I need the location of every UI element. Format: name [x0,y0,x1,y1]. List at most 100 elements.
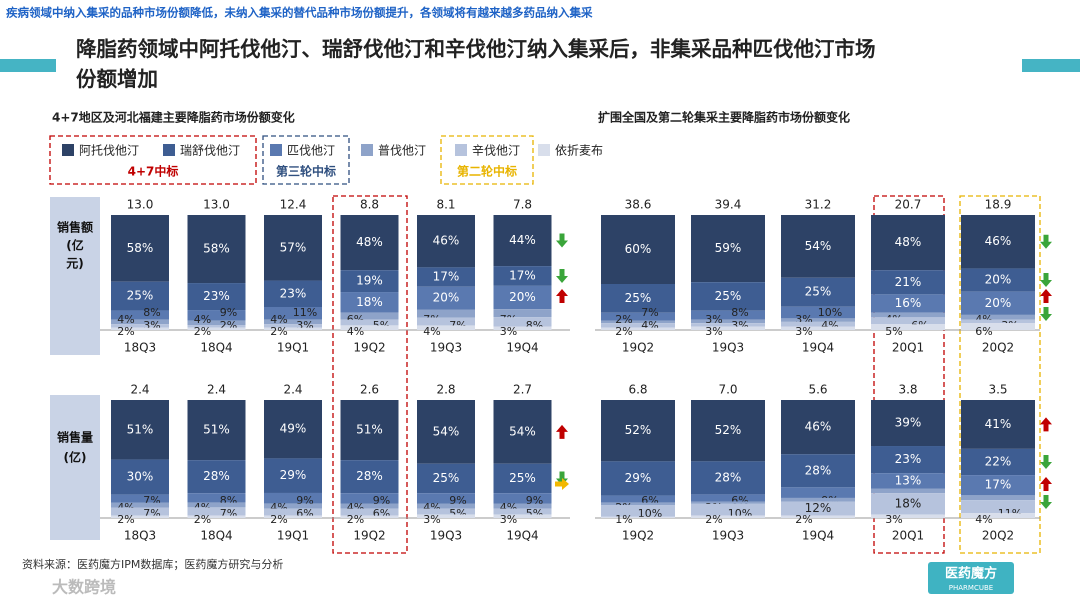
bar-segment [264,324,322,328]
row-label-box [50,197,100,355]
category-label: 19Q2 [353,529,385,543]
bar-segment [691,501,765,504]
bar-segment [961,215,1035,269]
bar-segment [493,309,552,318]
category-label: 18Q3 [124,529,156,543]
segment-label: 51% [356,423,383,437]
trend-arrow [1040,273,1052,288]
segment-label: 2% [705,513,722,526]
segment-label: 44% [509,233,536,247]
bar-segment [187,502,246,508]
category-label: 19Q3 [430,529,462,543]
bar-segment [601,495,675,503]
segment-label: 2% [117,513,134,526]
total-label: 3.5 [988,383,1007,397]
segment-label: 17% [433,270,460,284]
category-label: 19Q4 [802,529,834,543]
bar-segment [781,215,855,278]
total-label: 2.6 [360,383,379,397]
total-label: 12.4 [280,198,307,212]
bar-segment [264,515,322,518]
bar-segment [493,317,552,327]
trend-arrow [1040,417,1052,432]
segment-label: 9% [373,494,390,507]
highlight-box [332,195,408,554]
trend-arrow [1040,307,1052,321]
trend-arrow [1040,454,1052,469]
total-label: 20.7 [895,198,922,212]
total-label: 7.0 [718,383,737,397]
total-label: 6.8 [628,383,647,397]
segment-label: 20% [985,296,1012,310]
category-label: 19Q3 [712,529,744,543]
segment-label: 4% [194,313,211,326]
segment-label: 58% [127,241,154,255]
segment-label: 2% [220,319,237,332]
bar-segment [264,319,322,325]
bar-segment [340,400,399,461]
legend-group-label: 第三轮中标 [276,164,336,179]
segment-label: 18% [356,295,383,309]
legend-label: 普伐他汀 [378,144,426,158]
segment-label: 3% [500,325,517,338]
bar-segment [417,514,475,518]
segment-label: 52% [625,423,652,437]
bar-segment [111,310,169,320]
category-label: 19Q4 [506,529,538,543]
bar-segment [111,459,169,495]
bar-segment [111,215,169,282]
bar-segment [601,284,675,313]
legend-group-label: 第二轮中标 [457,164,517,179]
segment-label: 46% [433,234,460,248]
bar-segment [417,325,475,330]
bar-segment [691,310,765,320]
bar-segment [781,454,855,488]
bar-segment [871,324,945,330]
segment-label: 54% [509,424,536,438]
segment-label: 22% [985,454,1012,468]
bar-segment [417,503,475,509]
total-label: 2.4 [130,383,149,397]
row-label: (亿 [66,238,84,253]
segment-label: 2% [117,325,134,338]
segment-label: 3% [731,319,748,332]
segment-label: 25% [509,471,536,485]
segment-label: 9% [526,494,543,507]
segment-label: 4% [423,325,440,338]
row-label: 元) [66,257,84,271]
bar-segment [493,285,552,310]
legend-label: 瑞舒伐他汀 [180,144,240,158]
bar-segment [417,463,475,494]
trend-arrow [1040,234,1052,249]
segment-label: 17% [985,478,1012,492]
segment-label: 49% [280,422,307,436]
bar-segment [871,473,945,489]
total-label: 3.8 [898,383,917,397]
segment-label: 8% [526,319,543,332]
bar-segment [691,515,765,518]
segment-label: 25% [805,285,832,299]
trend-arrow [1040,289,1052,303]
bar-segment [601,327,675,330]
category-label: 19Q2 [622,529,654,543]
bar-segment [871,312,945,318]
logo [928,562,1014,594]
segment-label: 10% [638,507,662,520]
total-label: 8.8 [360,198,379,212]
legend-label: 阿托伐他汀 [79,144,139,158]
bar-segment [111,319,169,325]
bar-segment [691,503,765,516]
segment-label: 12% [805,501,832,515]
logo-name: 医药魔方 [945,566,997,582]
bar-segment [781,321,855,327]
category-label: 19Q2 [622,341,654,355]
category-label: 19Q1 [277,341,309,355]
total-label: 38.6 [625,198,652,212]
trend-arrow [556,424,568,439]
bar-segment [187,515,246,518]
segment-label: 52% [715,423,742,437]
bar-segment [340,515,399,518]
legend-group-box [262,135,350,185]
category-label: 18Q4 [200,341,232,355]
